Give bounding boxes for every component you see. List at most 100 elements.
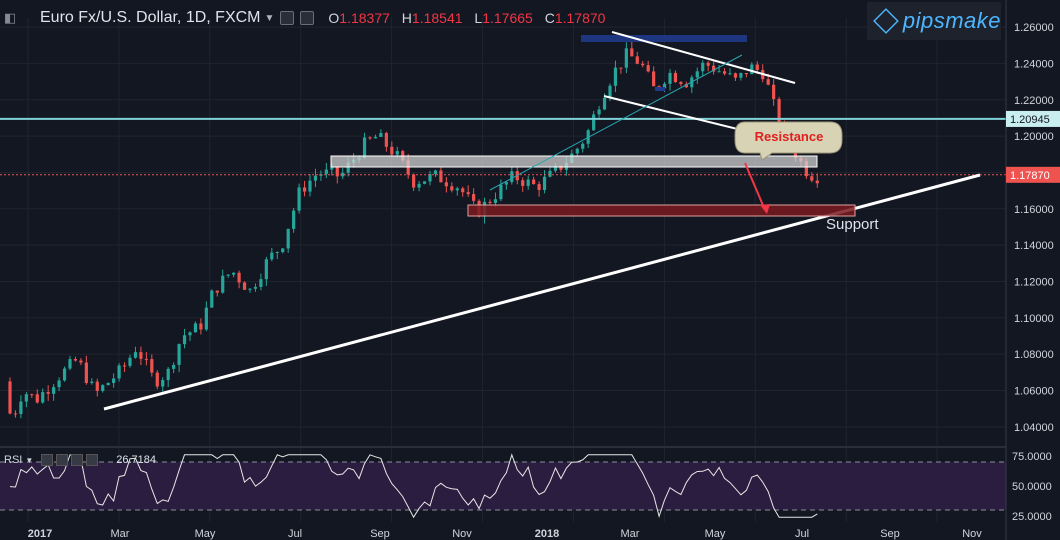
candle-up bbox=[597, 109, 601, 115]
candle-down bbox=[810, 176, 814, 181]
x-tick-label: Nov bbox=[962, 528, 982, 540]
candle-up bbox=[292, 210, 296, 229]
candle-down bbox=[122, 365, 127, 367]
candle-down bbox=[804, 161, 808, 177]
candle-down bbox=[439, 170, 443, 183]
candle-down bbox=[722, 71, 727, 74]
candle-up bbox=[493, 199, 498, 203]
y-tick-label: 1.12000 bbox=[1014, 276, 1054, 288]
candle-up bbox=[341, 172, 345, 177]
ohlc-values: O1.18377 H1.18541 L1.17665 C1.17870 bbox=[328, 10, 613, 26]
price-label-box bbox=[1006, 110, 1060, 127]
candle-down bbox=[679, 82, 683, 85]
candle-up bbox=[62, 368, 67, 381]
candle-down bbox=[150, 359, 154, 373]
rsi-tick-label: 75.0000 bbox=[1012, 451, 1052, 463]
candle-up bbox=[624, 48, 628, 68]
rsi-tick-label: 25.0000 bbox=[1012, 511, 1052, 523]
candle-down bbox=[95, 381, 99, 391]
candle-up bbox=[602, 97, 607, 110]
rsi-value: 26.7184 bbox=[116, 454, 157, 466]
rsi-eye-icon[interactable] bbox=[41, 454, 54, 466]
symbol-title[interactable]: Euro Fx/U.S. Dollar, 1D, FXCM bbox=[40, 9, 261, 26]
rsi-gear-icon[interactable] bbox=[56, 454, 69, 466]
gray-zone bbox=[330, 155, 818, 168]
candle-up bbox=[526, 179, 530, 186]
candle-up bbox=[613, 67, 618, 86]
candle-down bbox=[532, 179, 536, 185]
small-zone bbox=[655, 87, 665, 91]
candle-down bbox=[559, 165, 563, 170]
candle-down bbox=[368, 137, 372, 139]
low-label: L bbox=[474, 10, 483, 26]
candle-up bbox=[542, 176, 547, 191]
candle-down bbox=[744, 73, 748, 75]
support-label: Support bbox=[826, 216, 879, 233]
chevron-down-icon[interactable]: ▼ bbox=[264, 12, 275, 24]
resistance-label: Resistance bbox=[755, 129, 824, 144]
candle-up bbox=[226, 274, 230, 276]
candle-up bbox=[417, 183, 421, 188]
candle-down bbox=[30, 394, 34, 396]
candle-up bbox=[248, 288, 252, 290]
candle-down bbox=[13, 413, 18, 415]
candle-up bbox=[662, 83, 667, 89]
x-tick-label: Sep bbox=[370, 528, 390, 540]
candle-down bbox=[335, 167, 339, 177]
candle-up bbox=[253, 286, 258, 289]
rsi-band bbox=[0, 462, 1006, 510]
candle-up bbox=[504, 182, 508, 185]
rsi-line bbox=[9, 453, 818, 519]
candle-down bbox=[79, 360, 83, 363]
rsi-header: RSI ▼ 26.7184 bbox=[4, 454, 156, 466]
candle-up bbox=[668, 72, 672, 84]
candle-down bbox=[466, 192, 470, 195]
candle-down bbox=[384, 133, 388, 147]
candle-up bbox=[308, 180, 312, 192]
candle-up bbox=[695, 71, 699, 78]
candle-down bbox=[199, 323, 203, 330]
candle-up bbox=[19, 401, 23, 414]
gear-icon[interactable] bbox=[300, 11, 315, 25]
candle-down bbox=[706, 62, 710, 66]
settings-icon[interactable]: ◧ bbox=[4, 10, 17, 25]
x-tick-label: Nov bbox=[452, 528, 472, 540]
rsi-label[interactable]: RSI bbox=[4, 454, 23, 466]
y-tick-label: 1.26000 bbox=[1014, 22, 1054, 34]
rsi-chevron-icon[interactable]: ▼ bbox=[25, 455, 34, 465]
candle-down bbox=[488, 201, 492, 203]
candle-up bbox=[193, 323, 198, 333]
candle-up bbox=[499, 184, 503, 200]
candle-up bbox=[221, 275, 225, 293]
candle-up bbox=[101, 385, 105, 391]
candle-down bbox=[237, 272, 241, 283]
y-tick-label: 1.16000 bbox=[1014, 204, 1054, 216]
candle-down bbox=[521, 180, 525, 186]
chart-header: Euro Fx/U.S. Dollar, 1D, FXCM ▼ O1.18377… bbox=[0, 0, 613, 36]
target-arrow-head bbox=[760, 204, 770, 214]
candle-up bbox=[68, 359, 72, 369]
candle-up bbox=[57, 380, 61, 388]
candle-up bbox=[433, 170, 438, 175]
eye-icon[interactable] bbox=[280, 11, 295, 25]
candle-down bbox=[766, 79, 770, 85]
rsi-more-icon[interactable] bbox=[86, 454, 99, 466]
candle-down bbox=[35, 394, 39, 403]
y-tick-label: 1.08000 bbox=[1014, 349, 1054, 361]
x-tick-label: 2018 bbox=[535, 528, 559, 540]
candle-up bbox=[172, 364, 176, 369]
logo-mark-icon bbox=[873, 8, 899, 34]
candle-up bbox=[204, 307, 208, 330]
x-tick-label: May bbox=[705, 528, 726, 540]
low-value: 1.17665 bbox=[482, 10, 533, 26]
thin-trendline bbox=[489, 54, 743, 191]
candle-down bbox=[537, 184, 541, 191]
rsi-close-icon[interactable] bbox=[71, 454, 84, 466]
x-tick-label: Sep bbox=[880, 528, 900, 540]
candle-up bbox=[286, 228, 290, 249]
candle-up bbox=[24, 394, 28, 402]
candle-up bbox=[177, 344, 181, 365]
candle-up bbox=[750, 64, 754, 75]
top-zone bbox=[581, 35, 747, 42]
